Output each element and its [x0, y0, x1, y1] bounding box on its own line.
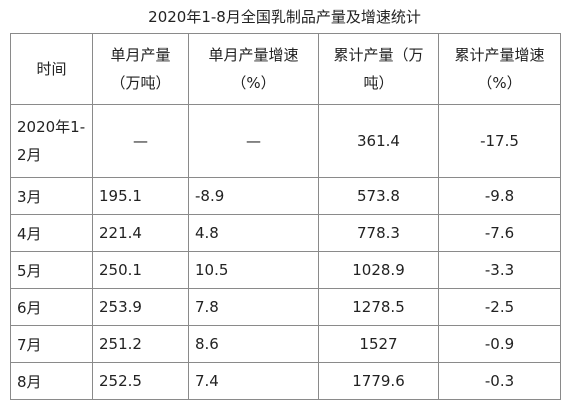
cell-cumulative-growth: -9.8 [438, 177, 561, 215]
cell-cumulative-growth: -2.5 [438, 288, 561, 326]
cell-monthly-output-line: 250.1 [99, 261, 142, 279]
table-row: 3月 195.1 -8.9 573.8 -9.8 [10, 177, 561, 215]
header-cumulative-growth-line: （%） [477, 74, 522, 92]
header-monthly-growth: 单月产量增速 （%） [188, 33, 319, 105]
cell-cumulative-growth-line: -7.6 [484, 224, 515, 242]
cell-monthly-output: 195.1 [92, 177, 189, 215]
cell-monthly-output: 251.2 [92, 325, 189, 363]
cell-cumulative-growth: -0.9 [438, 325, 561, 363]
cell-cumulative-growth-line: -2.5 [484, 298, 515, 316]
header-monthly-growth-line: 单月产量增速 [208, 46, 299, 64]
cell-monthly-growth: 7.4 [188, 362, 319, 400]
cell-monthly-growth: 4.8 [188, 214, 319, 252]
cell-cumulative-growth: -0.3 [438, 362, 561, 400]
dairy-production-table: 时间 单月产量 （万吨） 单月产量增速 （%） 累计产量（万 吨） 累计产量增速 （%） 2020… [10, 33, 561, 400]
cell-cumulative-output-line: 361.4 [357, 132, 400, 150]
cell-cumulative-output: 1779.6 [318, 362, 439, 400]
cell-monthly-output-line: 251.2 [99, 335, 142, 353]
header-cumulative-output-line: 累计产量（万 [333, 46, 424, 64]
cell-cumulative-growth-line: -17.5 [480, 132, 519, 150]
table-row: 2020年1- 2月 — — 361.4 -17.5 [10, 104, 561, 178]
cell-cumulative-growth: -7.6 [438, 214, 561, 252]
header-cumulative-growth: 累计产量增速 （%） [438, 33, 561, 105]
header-monthly-output-line: （万吨） [110, 74, 171, 92]
header-monthly-output: 单月产量 （万吨） [92, 33, 189, 105]
cell-cumulative-growth-line: -3.3 [484, 261, 515, 279]
cell-time-line: 5月 [17, 261, 42, 280]
cell-time: 6月 [10, 288, 93, 326]
cell-time-line: 6月 [17, 298, 42, 317]
cell-cumulative-growth-line: -0.9 [484, 335, 515, 353]
cell-monthly-growth: 10.5 [188, 251, 319, 289]
header-time: 时间 [10, 33, 93, 105]
table-row: 8月 252.5 7.4 1779.6 -0.3 [10, 362, 561, 400]
cell-monthly-growth: — [188, 104, 319, 178]
cell-cumulative-output-line: 573.8 [357, 187, 400, 205]
cell-monthly-growth: -8.9 [188, 177, 319, 215]
cell-time: 7月 [10, 325, 93, 363]
cell-cumulative-growth: -17.5 [438, 104, 561, 178]
header-cumulative-growth-line: 累计产量增速 [454, 46, 545, 64]
cell-cumulative-output: 573.8 [318, 177, 439, 215]
cell-monthly-output: 252.5 [92, 362, 189, 400]
cell-monthly-growth-line: — [246, 132, 261, 150]
cell-cumulative-output-line: 778.3 [357, 224, 400, 242]
table-title: 2020年1-8月全国乳制品产量及增速统计 [148, 8, 421, 26]
header-row: 时间 单月产量 （万吨） 单月产量增速 （%） 累计产量（万 吨） 累计产量增速 （%） [10, 33, 561, 105]
cell-cumulative-growth-line: -9.8 [484, 187, 515, 205]
cell-monthly-growth: 8.6 [188, 325, 319, 363]
cell-monthly-growth: 7.8 [188, 288, 319, 326]
cell-cumulative-output-line: 1278.5 [352, 298, 405, 316]
cell-monthly-output-line: 221.4 [99, 224, 142, 242]
cell-time: 5月 [10, 251, 93, 289]
cell-monthly-output-line: 253.9 [99, 298, 142, 316]
cell-monthly-growth-line: 8.6 [195, 335, 219, 353]
cell-cumulative-output-line: 1028.9 [352, 261, 405, 279]
table-row: 7月 251.2 8.6 1527 -0.9 [10, 325, 561, 363]
header-monthly-output-line: 单月产量 [110, 46, 171, 64]
cell-time: 4月 [10, 214, 93, 252]
cell-time-line: 2月 [17, 146, 42, 164]
table-row: 6月 253.9 7.8 1278.5 -2.5 [10, 288, 561, 326]
header-time-line: 时间 [36, 60, 67, 78]
cell-cumulative-output: 1028.9 [318, 251, 439, 289]
cell-cumulative-output: 361.4 [318, 104, 439, 178]
cell-monthly-output-line: — [133, 132, 148, 150]
cell-monthly-output: 253.9 [92, 288, 189, 326]
cell-monthly-growth-line: 4.8 [195, 224, 219, 242]
cell-time-line: 7月 [17, 335, 42, 354]
cell-cumulative-output-line: 1527 [359, 335, 398, 353]
header-cumulative-output-line: 吨） [363, 74, 394, 92]
cell-monthly-growth-line: 7.4 [195, 372, 219, 390]
cell-time-line: 8月 [17, 372, 42, 391]
table-row: 5月 250.1 10.5 1028.9 -3.3 [10, 251, 561, 289]
cell-time: 3月 [10, 177, 93, 215]
cell-time-line: 4月 [17, 224, 42, 243]
table-body: 时间 单月产量 （万吨） 单月产量增速 （%） 累计产量（万 吨） 累计产量增速 （%） 2020… [10, 33, 561, 400]
cell-monthly-growth-line: 10.5 [195, 261, 229, 279]
cell-monthly-output: 221.4 [92, 214, 189, 252]
cell-monthly-output-line: 195.1 [99, 187, 142, 205]
cell-monthly-output: — [92, 104, 189, 178]
cell-cumulative-output: 1527 [318, 325, 439, 363]
cell-cumulative-output: 1278.5 [318, 288, 439, 326]
cell-time: 8月 [10, 362, 93, 400]
cell-monthly-output: 250.1 [92, 251, 189, 289]
cell-time: 2020年1- 2月 [10, 104, 93, 178]
cell-monthly-growth-line: -8.9 [195, 187, 225, 205]
cell-cumulative-growth: -3.3 [438, 251, 561, 289]
cell-cumulative-growth-line: -0.3 [484, 372, 515, 390]
cell-cumulative-output-line: 1779.6 [352, 372, 405, 390]
table-row: 4月 221.4 4.8 778.3 -7.6 [10, 214, 561, 252]
cell-cumulative-output: 778.3 [318, 214, 439, 252]
cell-time-line: 2020年1- [17, 118, 86, 136]
cell-monthly-growth-line: 7.8 [195, 298, 219, 316]
header-monthly-growth-line: （%） [231, 74, 276, 92]
header-cumulative-output: 累计产量（万 吨） [318, 33, 439, 105]
cell-time-line: 3月 [17, 187, 42, 206]
cell-monthly-output-line: 252.5 [99, 372, 142, 390]
